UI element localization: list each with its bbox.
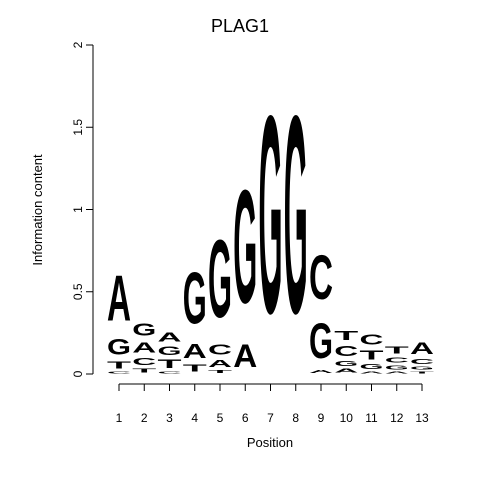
y-tick-label: 1.5 — [71, 119, 85, 136]
letter-G: G — [284, 56, 308, 372]
letter-G: G — [410, 366, 434, 371]
x-tick-label: 9 — [318, 411, 325, 425]
letter-T: T — [158, 358, 182, 371]
stack-position-4: TAG — [183, 257, 208, 374]
letter-T: T — [107, 359, 132, 370]
x-tick-label: 13 — [415, 411, 429, 425]
letter-A: A — [107, 261, 131, 334]
x-tick-label: 10 — [340, 411, 354, 425]
letter-T: T — [183, 363, 208, 374]
letter-A: A — [208, 358, 232, 369]
letter-G: G — [183, 257, 207, 339]
letter-C: C — [334, 343, 358, 359]
stack-position-7: G — [259, 56, 283, 372]
letter-G: G — [158, 344, 182, 357]
letter-C: C — [132, 356, 156, 367]
stack-position-9: AGC — [309, 242, 333, 374]
letter-A: A — [158, 330, 182, 345]
letter-A: A — [233, 337, 257, 373]
letter-G: G — [208, 219, 232, 342]
x-ticks: 1 2 3 4 5 6 7 8 9 10 11 12 13 — [116, 384, 429, 425]
chart-title: PLAG1 — [211, 16, 269, 36]
x-axis: 1 2 3 4 5 6 7 8 9 10 11 12 13 Position — [116, 383, 429, 450]
letter-T: T — [385, 345, 410, 356]
x-tick-label: 11 — [365, 411, 378, 425]
letter-C: C — [410, 358, 434, 366]
letter-T: T — [410, 371, 434, 374]
stack-position-6: AG — [233, 156, 257, 373]
letter-G: G — [233, 156, 257, 337]
y-tick-label: 2 — [71, 41, 85, 48]
letter-A: A — [360, 371, 384, 374]
x-tick-label: 4 — [191, 411, 198, 425]
letter-A: A — [334, 368, 358, 375]
stack-position-8: G — [284, 56, 308, 372]
letter-T: T — [132, 367, 156, 373]
letter-G: G — [385, 364, 409, 371]
x-tick-label: 6 — [242, 411, 249, 425]
letter-C: C — [309, 242, 333, 313]
x-axis-label: Position — [247, 435, 293, 450]
letter-A: A — [309, 369, 333, 374]
y-tick-label: 0 — [71, 370, 85, 377]
y-axis: 0 0.5 1 1.5 2 Information content — [30, 41, 94, 377]
x-tick-label: 5 — [217, 411, 224, 425]
x-tick-label: 2 — [141, 411, 148, 425]
letter-A: A — [132, 340, 156, 356]
y-ticks: 0 0.5 1 1.5 2 — [71, 41, 93, 377]
x-tick-label: 7 — [267, 411, 274, 425]
letter-C: C — [385, 356, 409, 364]
x-tick-label: 8 — [292, 411, 299, 425]
letter-A: A — [410, 339, 434, 358]
x-tick-label: 12 — [390, 411, 404, 425]
y-tick-label: 1 — [71, 206, 85, 213]
letter-T: T — [334, 328, 358, 343]
letter-C: C — [208, 342, 232, 358]
x-tick-label: 3 — [166, 411, 173, 425]
letter-C: C — [360, 332, 384, 348]
letter-G: G — [107, 335, 131, 360]
letter-G: G — [360, 363, 384, 371]
letter-C: C — [158, 371, 182, 374]
y-tick-label: 0.5 — [71, 283, 85, 300]
letter-A: A — [385, 371, 409, 374]
x-tick-label: 1 — [116, 411, 123, 425]
letter-A: A — [183, 339, 207, 362]
letter-G: G — [132, 320, 156, 340]
letter-T: T — [208, 369, 232, 374]
y-axis-label: Information content — [30, 154, 45, 266]
letter-G: G — [309, 312, 333, 369]
letter-G: G — [259, 56, 283, 372]
letter-G: G — [334, 359, 358, 367]
letter-T: T — [360, 348, 384, 363]
letter-C: C — [107, 371, 131, 374]
